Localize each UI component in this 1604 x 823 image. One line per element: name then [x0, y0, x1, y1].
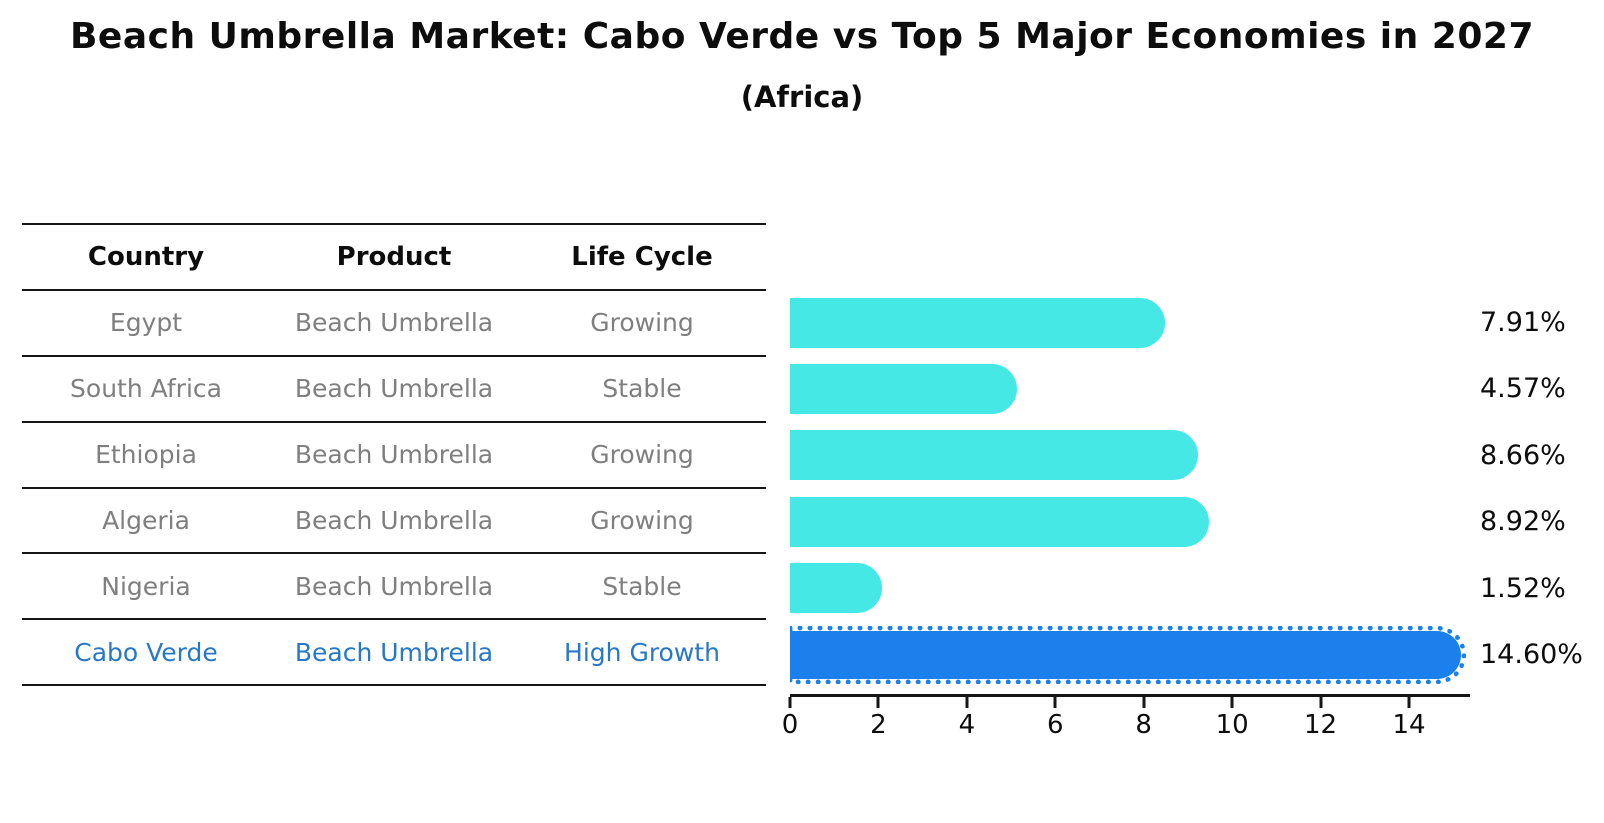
cell-product: Beach Umbrella [294, 374, 494, 404]
x-axis-tick-label: 8 [1135, 710, 1152, 740]
x-axis-tick-mark [1230, 697, 1234, 708]
cell-lifecycle: Growing [590, 308, 694, 338]
cell-product: Beach Umbrella [294, 571, 494, 601]
x-axis-tick-label: 14 [1392, 710, 1426, 740]
cell-lifecycle: Stable [602, 374, 682, 404]
x-axis-tick-label: 4 [958, 710, 976, 740]
bar [790, 496, 1210, 547]
x-axis-tick-label: 2 [870, 710, 887, 740]
bar-row [790, 489, 1470, 555]
x-axis-tick-mark [876, 697, 880, 708]
table-row: Cabo Verde Beach Umbrella High Growth [22, 620, 766, 687]
table-row: Egypt Beach Umbrella Growing [22, 291, 766, 357]
country-table: Country Product Life Cycle Egypt Beach Um… [22, 223, 766, 687]
table-row: Algeria Beach Umbrella Growing [22, 489, 766, 555]
column-header-country: Country [87, 241, 205, 272]
x-axis-tick-mark [1142, 697, 1146, 708]
x-axis: 0 2 4 6 8 10 12 14 [782, 694, 1470, 754]
cell-lifecycle: Growing [590, 506, 694, 535]
bar-value-label: 7.91% [1480, 307, 1566, 339]
x-axis-tick-label: 10 [1215, 710, 1249, 740]
x-axis-tick-mark [1053, 697, 1057, 708]
x-axis-tick-mark [1407, 697, 1411, 708]
highlight-bar [790, 625, 1466, 684]
cell-country: Egypt [109, 308, 183, 338]
bar-row [790, 555, 1470, 621]
cell-country: Cabo Verde [74, 637, 218, 667]
cell-country: Nigeria [101, 571, 191, 601]
bar-value-label: 14.60% [1480, 639, 1583, 671]
bar-row [790, 356, 1470, 422]
cell-country: Algeria [102, 506, 190, 535]
cell-lifecycle: Growing [590, 440, 694, 470]
x-axis-tick-mark [965, 697, 969, 708]
cell-product: Beach Umbrella [294, 637, 494, 667]
cell-country: South Africa [70, 374, 222, 404]
bar-value-label: 8.66% [1480, 439, 1566, 471]
bar [790, 430, 1198, 481]
x-axis-tick-mark [1319, 697, 1323, 708]
x-axis-tick-mark [788, 697, 792, 708]
table-row: Ethiopia Beach Umbrella Growing [22, 423, 766, 489]
chart-title: Beach Umbrella Market: Cabo Verde vs Top… [69, 16, 1535, 57]
bar-row [790, 422, 1470, 488]
bar-value-label: 4.57% [1480, 373, 1566, 405]
cell-lifecycle: High Growth [564, 637, 720, 667]
cell-lifecycle: Stable [602, 571, 682, 601]
cell-product: Beach Umbrella [294, 308, 494, 338]
x-axis-tick-label: 12 [1304, 710, 1338, 740]
chart-subtitle: (Africa) [740, 80, 864, 114]
table-header-row: Country Product Life Cycle [22, 225, 766, 291]
bar-chart-area [790, 289, 1470, 687]
x-axis-tick-label: 0 [781, 710, 799, 740]
bar [790, 297, 1165, 348]
x-axis-tick-label: 6 [1046, 710, 1064, 740]
cell-country: Ethiopia [95, 440, 197, 470]
table-body: Egypt Beach Umbrella Growing South Africa Be… [22, 291, 766, 687]
table-row: South Africa Beach Umbrella Stable [22, 357, 766, 423]
bar-value-label: 1.52% [1480, 572, 1566, 604]
bar [790, 363, 1018, 414]
x-axis-line [790, 694, 1470, 697]
bar-row [790, 289, 1470, 355]
column-header-lifecycle: Life Cycle [571, 241, 713, 272]
bar-value-label: 8.92% [1480, 506, 1566, 538]
bar-row [790, 621, 1470, 687]
column-header-product: Product [336, 241, 452, 272]
cell-product: Beach Umbrella [294, 506, 494, 535]
cell-product: Beach Umbrella [294, 440, 494, 470]
value-label-column: 7.91% 4.57% 8.66% 8.92% 1.52% 14.60% [1480, 289, 1604, 687]
bar [790, 563, 883, 614]
table-row: Nigeria Beach Umbrella Stable [22, 554, 766, 621]
